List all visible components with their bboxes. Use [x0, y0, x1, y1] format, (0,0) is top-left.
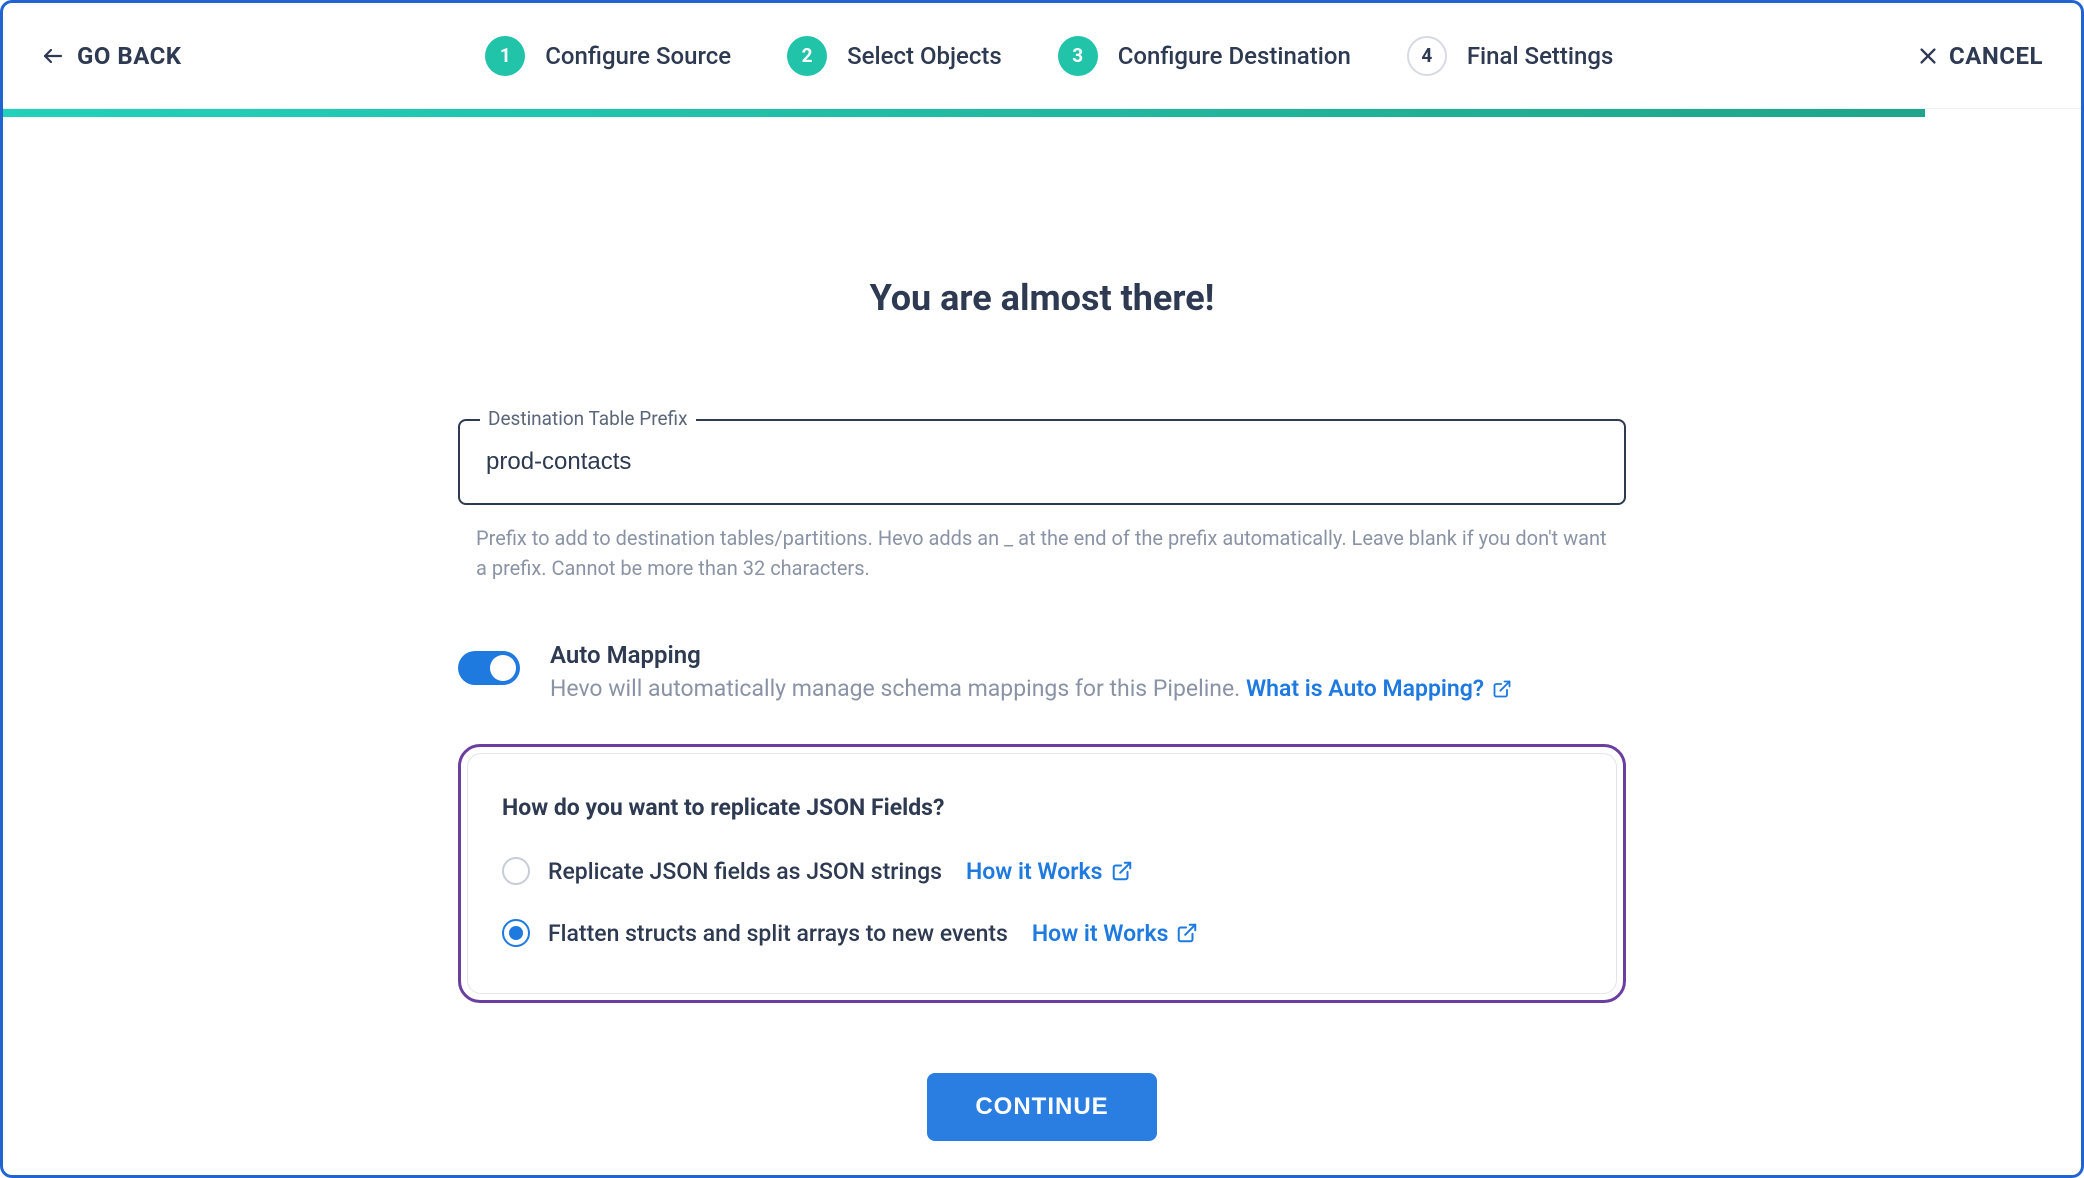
- auto-mapping-link-text: What is Auto Mapping?: [1246, 675, 1484, 702]
- step-badge: 4: [1407, 36, 1447, 76]
- cancel-button[interactable]: CANCEL: [1917, 42, 2043, 70]
- step-configure-source[interactable]: 1 Configure Source: [485, 36, 731, 76]
- prefix-field-label: Destination Table Prefix: [480, 407, 696, 430]
- auto-mapping-help-link[interactable]: What is Auto Mapping?: [1246, 675, 1512, 702]
- prefix-helper-text: Prefix to add to destination tables/part…: [458, 519, 1626, 583]
- radio-button[interactable]: [502, 919, 530, 947]
- step-badge: 2: [787, 36, 827, 76]
- form-column: Destination Table Prefix Prefix to add t…: [458, 419, 1626, 1141]
- step-select-objects[interactable]: 2 Select Objects: [787, 36, 1002, 76]
- step-label: Configure Destination: [1118, 42, 1351, 70]
- step-label: Configure Source: [545, 42, 731, 70]
- step-final-settings[interactable]: 4 Final Settings: [1407, 36, 1614, 76]
- main-content: You are almost there! Destination Table …: [3, 117, 2081, 1141]
- auto-mapping-title: Auto Mapping: [550, 641, 1626, 669]
- wizard-steps: 1 Configure Source 2 Select Objects 3 Co…: [182, 36, 1917, 76]
- cancel-label: CANCEL: [1949, 42, 2043, 70]
- how-it-works-link[interactable]: How it Works: [966, 858, 1133, 885]
- continue-row: CONTINUE: [458, 1073, 1626, 1141]
- close-icon: [1917, 45, 1939, 67]
- auto-mapping-labels: Auto Mapping Hevo will automatically man…: [550, 641, 1626, 702]
- continue-button[interactable]: CONTINUE: [927, 1073, 1156, 1141]
- json-option-flatten[interactable]: Flatten structs and split arrays to new …: [502, 919, 1582, 947]
- toggle-knob: [490, 655, 516, 681]
- json-fields-card: How do you want to replicate JSON Fields…: [458, 744, 1626, 1003]
- go-back-button[interactable]: GO BACK: [41, 42, 182, 70]
- arrow-left-icon: [41, 44, 65, 68]
- radio-label: Flatten structs and split arrays to new …: [548, 920, 1008, 947]
- radio-label: Replicate JSON fields as JSON strings: [548, 858, 942, 885]
- prefix-field-wrap: Destination Table Prefix: [458, 419, 1626, 505]
- how-it-works-link[interactable]: How it Works: [1032, 920, 1199, 947]
- progress-bar: [3, 109, 1925, 117]
- external-link-icon: [1176, 922, 1198, 944]
- how-link-text: How it Works: [1032, 920, 1169, 947]
- page-title: You are almost there!: [870, 277, 1215, 319]
- top-bar: GO BACK 1 Configure Source 2 Select Obje…: [3, 3, 2081, 109]
- step-badge: 3: [1058, 36, 1098, 76]
- json-card-title: How do you want to replicate JSON Fields…: [502, 794, 1582, 821]
- json-option-strings[interactable]: Replicate JSON fields as JSON strings Ho…: [502, 857, 1582, 885]
- auto-mapping-desc-text: Hevo will automatically manage schema ma…: [550, 675, 1246, 702]
- external-link-icon: [1492, 679, 1512, 699]
- auto-mapping-desc: Hevo will automatically manage schema ma…: [550, 675, 1626, 702]
- external-link-icon: [1111, 860, 1133, 882]
- app-frame: GO BACK 1 Configure Source 2 Select Obje…: [0, 0, 2084, 1178]
- step-label: Select Objects: [847, 42, 1002, 70]
- step-badge: 1: [485, 36, 525, 76]
- json-fields-card-inner: How do you want to replicate JSON Fields…: [467, 753, 1617, 994]
- go-back-label: GO BACK: [77, 42, 182, 70]
- auto-mapping-toggle[interactable]: [458, 651, 520, 685]
- radio-button[interactable]: [502, 857, 530, 885]
- radio-dot: [509, 926, 523, 940]
- how-link-text: How it Works: [966, 858, 1103, 885]
- step-label: Final Settings: [1467, 42, 1614, 70]
- step-configure-destination[interactable]: 3 Configure Destination: [1058, 36, 1351, 76]
- auto-mapping-row: Auto Mapping Hevo will automatically man…: [458, 641, 1626, 702]
- destination-table-prefix-input[interactable]: [458, 419, 1626, 505]
